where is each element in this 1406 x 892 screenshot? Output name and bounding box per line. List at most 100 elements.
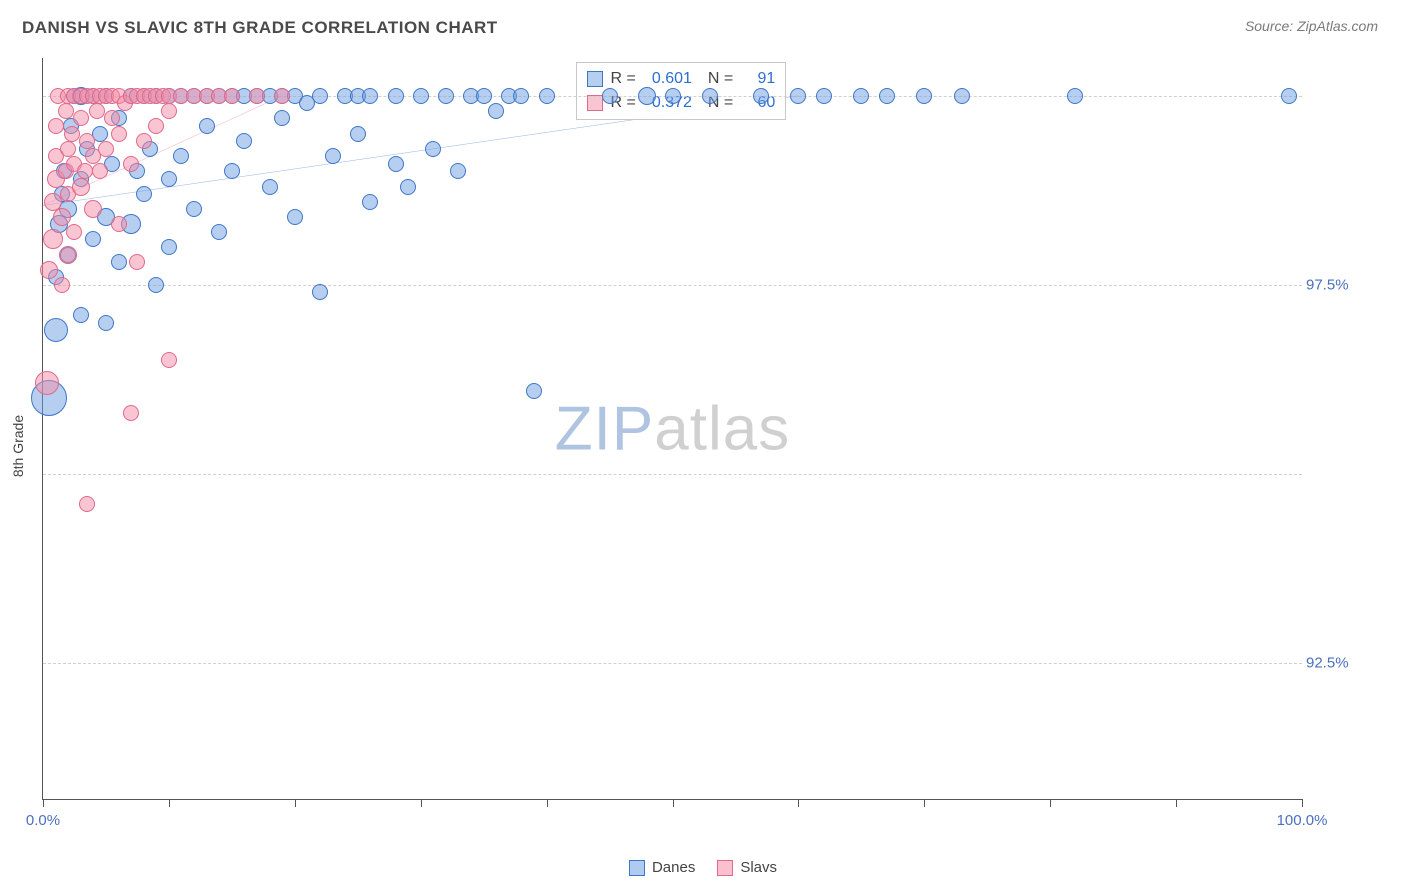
data-point [44,318,68,342]
data-point [161,171,177,187]
data-point [665,88,681,104]
stats-swatch [587,71,603,87]
data-point [274,88,290,104]
data-point [40,261,58,279]
data-point [1281,88,1297,104]
data-point [111,254,127,270]
data-point [161,239,177,255]
gridline-h [43,474,1302,475]
data-point [954,88,970,104]
data-point [287,209,303,225]
ytick-label: 97.5% [1306,276,1380,293]
data-point [64,126,80,142]
data-point [1067,88,1083,104]
data-point [72,178,90,196]
xtick-label: 0.0% [26,812,60,829]
stats-r-label: R = [611,67,636,91]
watermark-bold: ZIP [555,394,654,463]
data-point [173,148,189,164]
data-point [312,88,328,104]
xtick [673,799,674,807]
data-point [92,163,108,179]
data-point [274,110,290,126]
data-point [236,133,252,149]
data-point [262,179,278,195]
data-point [77,163,93,179]
data-point [325,148,341,164]
data-point [104,110,120,126]
gridline-h [43,285,1302,286]
data-point [161,352,177,368]
legend-swatch [717,860,733,876]
data-point [54,277,70,293]
data-point [388,88,404,104]
plot-area: ZIPatlas R =0.601N =91R =0.372N =60 92.5… [42,58,1302,800]
data-point [136,133,152,149]
gridline-h [43,663,1302,664]
legend-label: Danes [652,859,695,876]
watermark-light: atlas [654,394,790,463]
data-point [148,277,164,293]
data-point [438,88,454,104]
legend-label: Slavs [740,859,777,876]
data-point [312,284,328,300]
xtick [547,799,548,807]
data-point [879,88,895,104]
data-point [916,88,932,104]
header-row: DANISH VS SLAVIC 8TH GRADE CORRELATION C… [22,18,1384,46]
data-point [186,201,202,217]
data-point [249,88,265,104]
data-point [136,186,152,202]
data-point [425,141,441,157]
data-point [539,88,555,104]
ytick-label: 92.5% [1306,654,1380,671]
data-point [413,88,429,104]
data-point [853,88,869,104]
legend-item: Slavs [717,859,777,876]
xtick [798,799,799,807]
chart-container: DANISH VS SLAVIC 8TH GRADE CORRELATION C… [0,0,1406,892]
data-point [73,110,89,126]
data-point [123,405,139,421]
data-point [48,118,64,134]
xtick [295,799,296,807]
data-point [526,383,542,399]
data-point [73,307,89,323]
data-point [638,87,656,105]
data-point [362,88,378,104]
data-point [98,315,114,331]
data-point [816,88,832,104]
legend-swatch [629,860,645,876]
chart-title: DANISH VS SLAVIC 8TH GRADE CORRELATION C… [22,18,498,37]
stats-swatch [587,95,603,111]
data-point [66,224,82,240]
data-point [362,194,378,210]
xtick-label: 100.0% [1277,812,1328,829]
data-point [350,126,366,142]
data-point [123,156,139,172]
data-point [224,163,240,179]
data-point [790,88,806,104]
stats-row: R =0.601N =91 [587,67,776,91]
data-point [199,118,215,134]
data-point [476,88,492,104]
data-point [211,224,227,240]
data-point [89,103,105,119]
data-point [79,133,95,149]
data-point [400,179,416,195]
data-point [602,88,618,104]
legend-bottom: Danes Slavs [629,859,777,876]
data-point [488,103,504,119]
data-point [161,103,177,119]
watermark: ZIPatlas [555,393,790,464]
data-point [59,246,77,264]
data-point [129,254,145,270]
data-point [98,141,114,157]
xtick [421,799,422,807]
xtick [43,799,44,807]
data-point [111,216,127,232]
data-point [111,126,127,142]
data-point [224,88,240,104]
legend-item: Danes [629,859,695,876]
y-axis-label: 8th Grade [10,415,26,477]
